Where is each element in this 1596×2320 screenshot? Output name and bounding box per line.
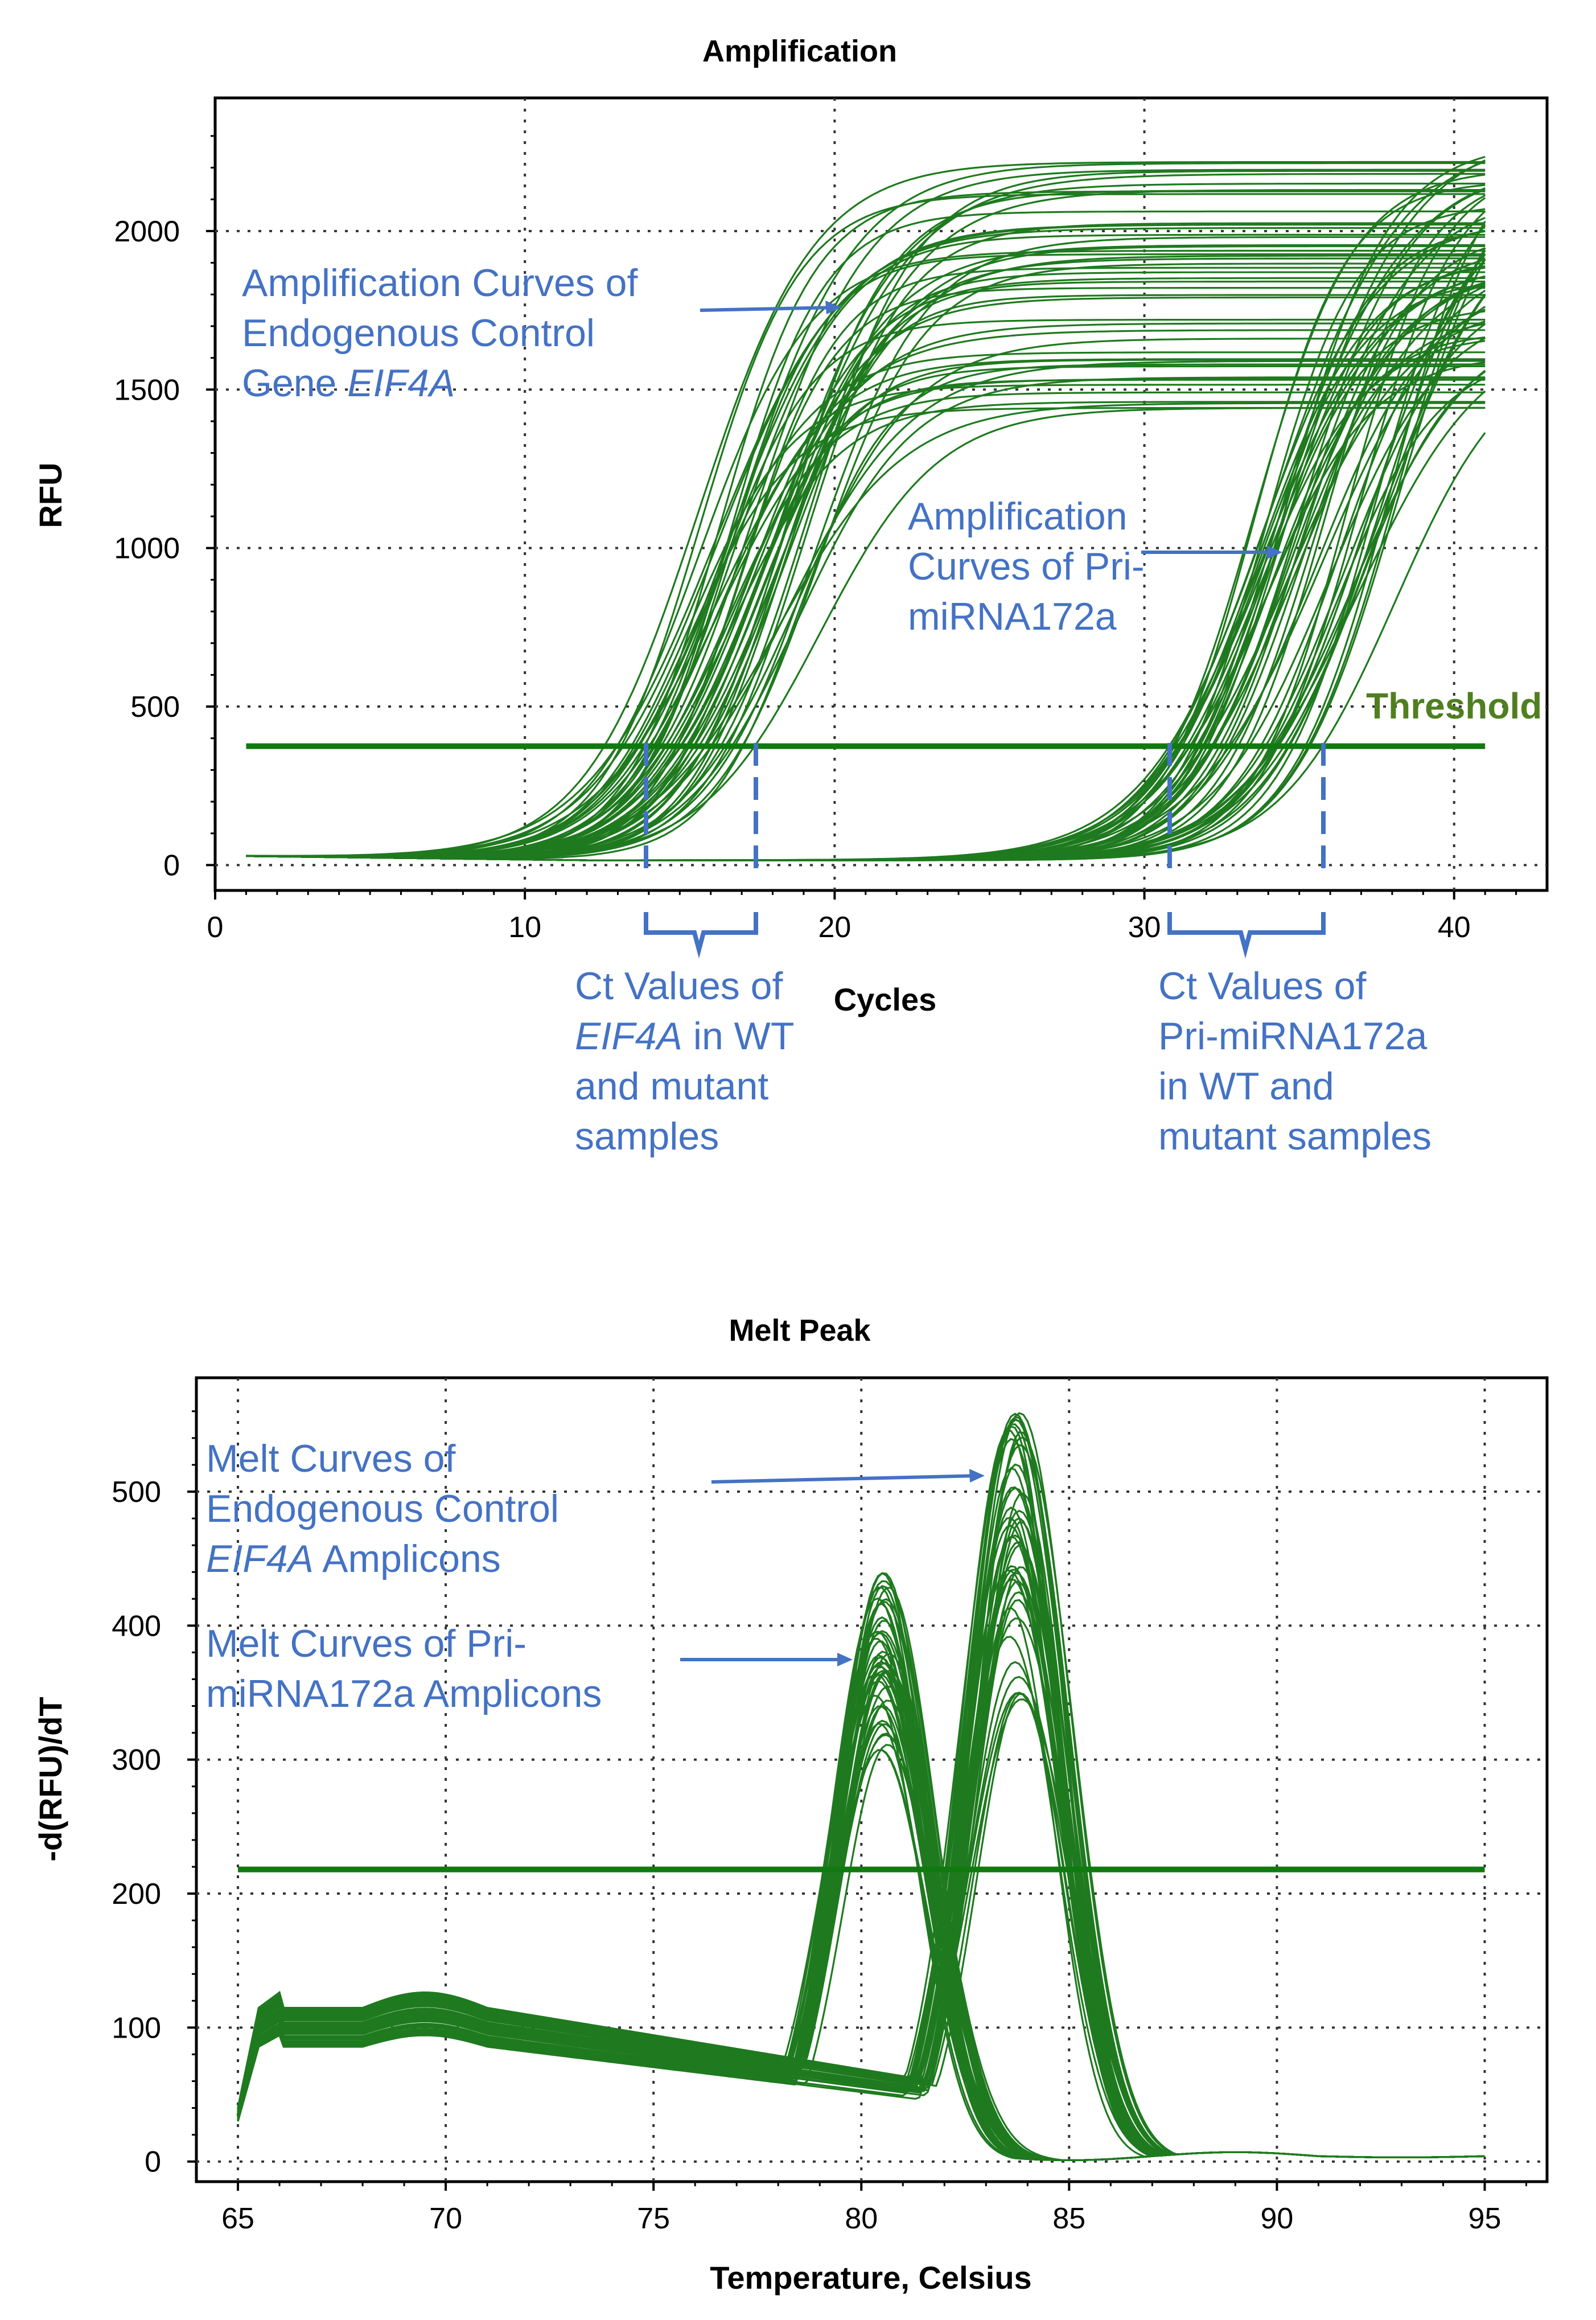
x-tick-label: 80 — [845, 2202, 878, 2235]
annotation-line: in WT and — [1158, 1065, 1334, 1108]
threshold-label: Threshold — [1366, 685, 1542, 726]
amplification-title: Amplification — [702, 34, 897, 68]
melt-curve — [237, 1525, 1485, 2158]
annotation-text: Amplification Curves of Endogenous Contro… — [242, 261, 637, 405]
amplification-curve — [246, 329, 1486, 857]
annotation-line: Amplification — [908, 495, 1128, 538]
x-tick-label: 75 — [637, 2202, 670, 2235]
annotation-line: EIF4A — [347, 362, 455, 405]
amplification-grid — [206, 98, 1547, 900]
x-tick-label: 70 — [429, 2202, 462, 2235]
annotation-arrowhead — [969, 1469, 985, 1483]
amplification-x-axis-label: Cycles — [834, 982, 937, 1017]
x-tick-label: 65 — [221, 2202, 254, 2235]
ct-bracket-eif4a: Ct Values of EIF4A in WT and mutant samples — [575, 743, 794, 1158]
annotation-line: Amplification Curves of — [242, 261, 637, 305]
melt-curve — [237, 1492, 1485, 2158]
annotation-text: Ct Values of Pri-miRNA172a in WT and mutant… — [1158, 964, 1432, 1158]
annotation-line: Melt Curves of — [206, 1437, 455, 1480]
annotation-line: Amplicons — [314, 1537, 501, 1580]
annotation-line: in WT — [682, 1015, 794, 1058]
melt-y-tick-labels: 0 100 200 300 400 500 — [112, 1476, 161, 2179]
y-tick-label: 0 — [145, 2146, 161, 2179]
x-tick-label: 95 — [1469, 2202, 1502, 2235]
melt-curves — [237, 1412, 1485, 2161]
amplification-curve — [246, 182, 1486, 858]
x-tick-label: 40 — [1438, 911, 1471, 944]
annotation-line: EIF4A — [206, 1537, 314, 1580]
y-tick-label: 500 — [130, 691, 180, 724]
ct-brace — [1167, 912, 1326, 959]
melt-curve — [237, 1425, 1485, 2158]
annotation-line: samples — [575, 1115, 719, 1158]
x-tick-label: 85 — [1052, 2202, 1085, 2235]
annotation-arrowhead — [825, 301, 841, 314]
annotation-text: Melt Curves of Pri-miRNA172a Amplicons — [206, 1622, 602, 1715]
annotation-line: Endogenous Control — [242, 311, 595, 355]
annotation-line: and mutant — [575, 1065, 768, 1108]
annotation-line: EIF4A — [575, 1015, 682, 1058]
annotation-text: Ct Values of EIF4A in WT and mutant samples — [575, 964, 794, 1158]
melt-curve — [237, 1734, 1485, 2161]
melt-y-axis-label: -d(RFU)/dT — [32, 1697, 68, 1861]
melt-x-tick-labels: 65 70 75 80 85 90 95 — [221, 2202, 1501, 2235]
y-tick-label: 1500 — [114, 373, 180, 406]
melt-curve — [237, 1732, 1485, 2161]
x-tick-label: 0 — [207, 911, 224, 944]
y-tick-label: 300 — [112, 1744, 161, 1777]
amplification-curve — [246, 173, 1486, 858]
x-tick-label: 90 — [1260, 2202, 1293, 2235]
annotation-line: Ct Values of — [1158, 964, 1366, 1008]
melt-plot-frame — [195, 1376, 1549, 2183]
amplification-y-axis-label: RFU — [32, 462, 68, 528]
annotation-text: Melt Curves of Endogenous Control EIF4A Am… — [206, 1437, 559, 1580]
x-tick-label: 20 — [818, 911, 851, 944]
amplification-curve — [246, 365, 1486, 859]
annotation-text: Amplification Curves of Pri-miRNA172a — [908, 495, 1145, 638]
x-tick-label: 10 — [508, 911, 541, 944]
ct-bracket-primirna: Ct Values of Pri-miRNA172a in WT and mutant… — [1158, 743, 1432, 1158]
annotation-primirna-amplification: Amplification Curves of Pri-miRNA172a — [908, 495, 1282, 638]
melt-peak-chart: Melt Peak 0 100 200 300 400 500 65 70 75 80 85 90 9… — [32, 1313, 1549, 2296]
y-tick-label: 1000 — [114, 532, 180, 565]
annotation-arrow — [711, 1474, 980, 1484]
annotation-line: Gene — [242, 362, 347, 405]
amplification-curves — [246, 155, 1486, 861]
y-tick-label: 100 — [112, 2011, 161, 2044]
annotation-line: Pri-miRNA172a — [1158, 1015, 1428, 1058]
y-tick-label: 2000 — [114, 215, 180, 248]
annotation-arrowhead — [1267, 545, 1282, 559]
annotation-line: Endogenous Control — [206, 1487, 559, 1530]
y-tick-label: 0 — [163, 849, 180, 882]
annotation-arrow — [700, 306, 837, 312]
amplification-chart: Amplification Threshold 0500100015002000… — [32, 34, 1549, 1158]
annotation-line: Ct Values of — [575, 964, 783, 1008]
annotation-line: Melt Curves of Pri- — [206, 1622, 526, 1665]
amplification-y-tick-labels: 0 500 1000 1500 2000 — [114, 215, 180, 882]
annotation-line: miRNA172a — [908, 595, 1117, 638]
amplification-curve — [246, 161, 1486, 857]
annotation-endogenous-melt: Melt Curves of Endogenous Control EIF4A Am… — [206, 1437, 985, 1580]
amplification-curve — [246, 184, 1486, 861]
amplification-x-tick-labels: 0 10 20 30 40 — [207, 911, 1471, 944]
amplification-curve — [246, 162, 1486, 857]
annotation-line: mutant samples — [1158, 1115, 1432, 1158]
annotation-line: miRNA172a Amplicons — [206, 1672, 602, 1715]
y-tick-label: 200 — [112, 1878, 161, 1911]
amplification-plot-frame — [213, 96, 1549, 892]
x-tick-label: 30 — [1128, 911, 1161, 944]
annotation-primirna-melt: Melt Curves of Pri-miRNA172a Amplicons — [206, 1622, 853, 1715]
melt-x-axis-label: Temperature, Celsius — [710, 2260, 1031, 2296]
annotation-line: Curves of Pri- — [908, 545, 1145, 588]
annotation-arrowhead — [837, 1653, 853, 1666]
melt-title: Melt Peak — [729, 1313, 871, 1348]
y-tick-label: 500 — [112, 1476, 161, 1509]
ct-brace — [644, 912, 758, 959]
annotation-endogenous-amplification: Amplification Curves of Endogenous Contro… — [242, 261, 841, 405]
y-tick-label: 400 — [112, 1609, 161, 1643]
